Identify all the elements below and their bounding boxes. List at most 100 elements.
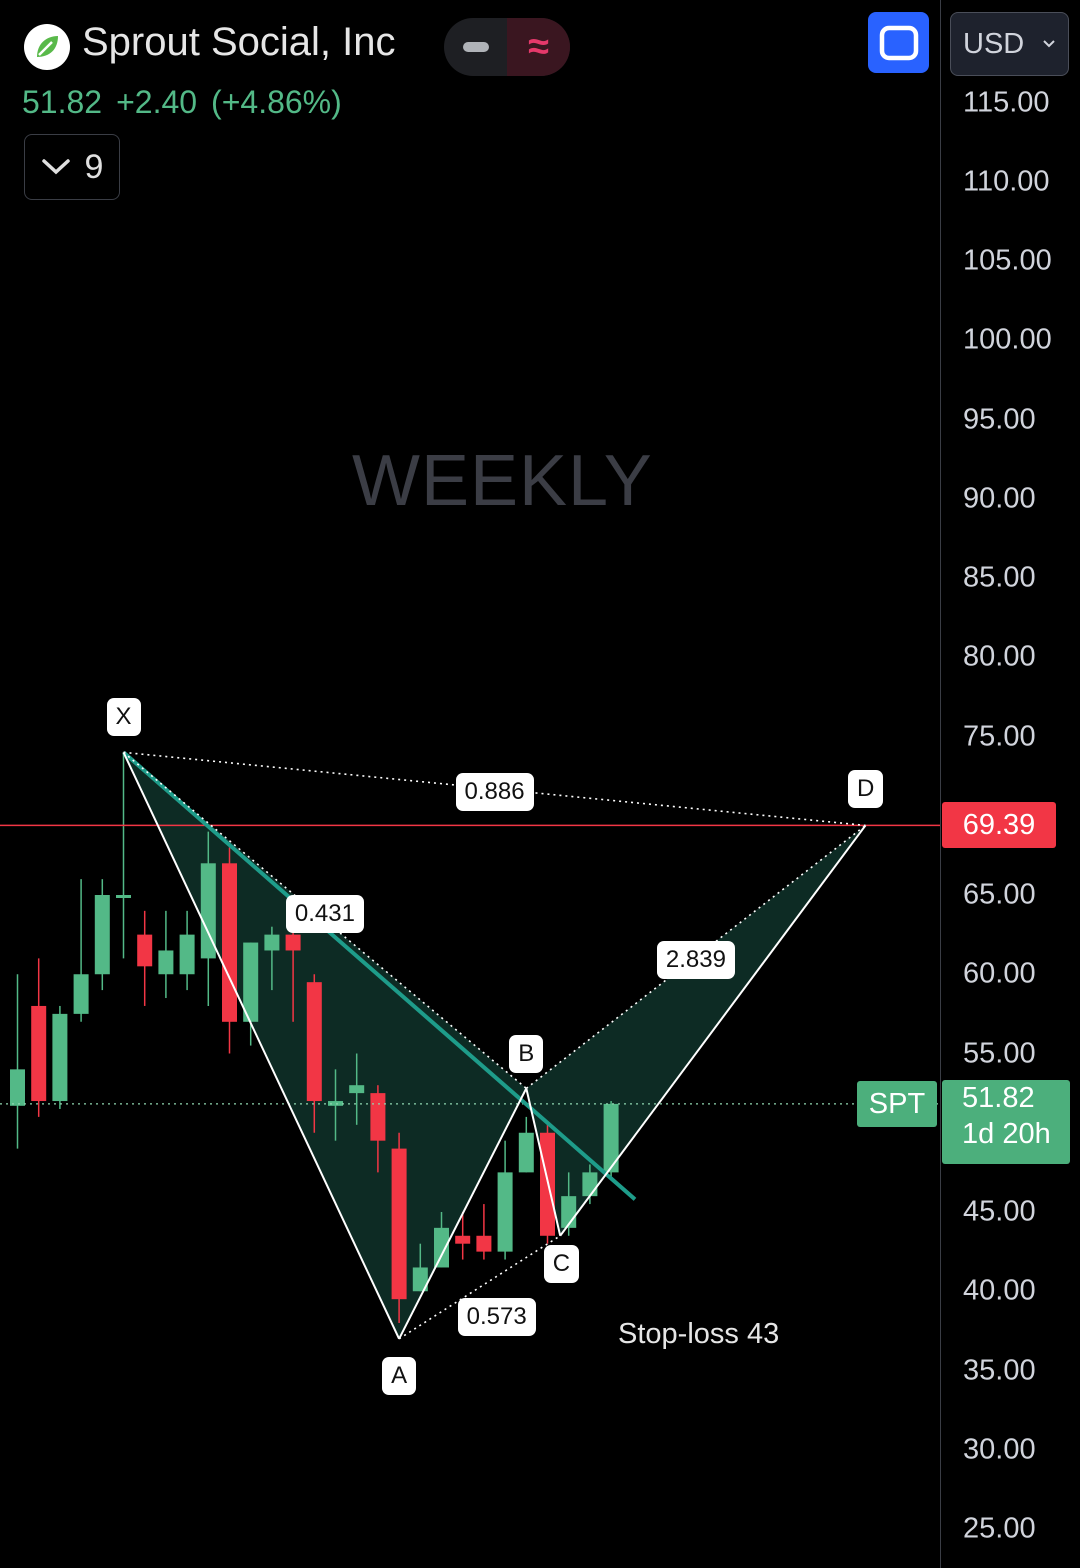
candle-body: [158, 950, 174, 975]
candle-body: [497, 1172, 513, 1252]
pattern-bcd-fill: [526, 825, 866, 1236]
candle: [179, 910, 195, 991]
currency-select[interactable]: USD: [950, 12, 1069, 76]
candle-body: [137, 934, 153, 967]
ratio-label-xd[interactable]: 0.886: [455, 772, 534, 811]
candle: [116, 752, 131, 959]
candle-body: [434, 1227, 449, 1268]
candle-body: [243, 942, 259, 1022]
price-tick-label: 55.00: [963, 1037, 1036, 1069]
price-tick-label: 90.00: [963, 482, 1036, 515]
candle: [518, 1116, 534, 1173]
company-name: Sprout Social, Inc: [82, 20, 396, 64]
price-chart[interactable]: [0, 0, 940, 1568]
pattern-leg-xa: [122, 751, 401, 1340]
trendline: [122, 750, 637, 1201]
price-tick-label: 75.00: [963, 720, 1036, 752]
candle-body: [328, 1101, 343, 1106]
candle: [306, 974, 322, 1133]
candle-body: [285, 934, 301, 951]
price-change-percent: (+4.86%): [211, 84, 342, 120]
candle: [497, 1140, 513, 1260]
ratio-label-ac[interactable]: 0.573: [457, 1298, 536, 1337]
candle-body: [306, 982, 322, 1102]
candlesticks: [10, 752, 619, 1323]
price-tick-label: 110.00: [963, 165, 1050, 198]
candle: [222, 847, 237, 1054]
stop-loss-note: Stop-loss 43: [618, 1318, 780, 1350]
pattern-leg-ab: [398, 1087, 528, 1340]
price-tick-label: 60.00: [963, 957, 1036, 990]
fullscreen-icon: [879, 25, 918, 60]
candle-body: [179, 934, 195, 975]
candle-body: [10, 1069, 25, 1106]
ratio-label-bd[interactable]: 2.839: [656, 940, 735, 979]
candle-body: [200, 863, 216, 959]
candle-body: [518, 1132, 534, 1173]
approx-icon[interactable]: ≈: [507, 18, 570, 76]
candle: [243, 942, 259, 1046]
price-tick-label: 115.00: [963, 86, 1050, 118]
sprout-leaf-icon: [24, 24, 70, 70]
candle-body: [391, 1148, 407, 1300]
price-tick-label: 40.00: [963, 1274, 1036, 1307]
point-label-d[interactable]: D: [848, 770, 884, 809]
harmonic-pattern: [123, 752, 866, 1339]
price-tick-label: 85.00: [963, 561, 1036, 594]
candle: [52, 1005, 68, 1109]
candle: [328, 1069, 343, 1141]
candle: [455, 1212, 471, 1260]
candle-body: [476, 1235, 492, 1252]
price-tick-label: 30.00: [963, 1433, 1036, 1466]
price-tick-label: 100.00: [963, 323, 1052, 356]
candle: [94, 879, 110, 991]
candle: [31, 958, 47, 1117]
candle-body: [370, 1093, 386, 1141]
point-label-a[interactable]: A: [382, 1356, 417, 1395]
collapse-indicators-button[interactable]: 9: [24, 134, 120, 200]
pattern-xab-fill: [123, 752, 527, 1339]
price-tick-label: 95.00: [963, 403, 1036, 435]
chart-mode-toggle[interactable]: ≈: [444, 18, 570, 76]
point-label-x[interactable]: X: [106, 698, 141, 737]
candle: [476, 1204, 492, 1260]
price-tick-label: 35.00: [963, 1354, 1036, 1386]
currency-value: USD: [963, 27, 1025, 60]
chevron-down-icon: [1043, 40, 1055, 48]
candle: [200, 831, 216, 1006]
candle-body: [94, 895, 110, 975]
last-price: 51.82: [22, 84, 103, 120]
candle-body: [349, 1085, 365, 1094]
price-tick-label: 80.00: [963, 640, 1036, 673]
symbol-label: SPT: [857, 1081, 937, 1127]
candle: [412, 1243, 428, 1292]
last-price-value: 51.82: [962, 1082, 1035, 1114]
candle: [137, 910, 153, 1006]
price-row: 51.82 +2.40 (+4.86%): [22, 84, 356, 121]
ratio-label-xb[interactable]: 0.431: [285, 895, 364, 934]
candle-body: [31, 1005, 47, 1102]
candle: [10, 974, 25, 1149]
price-tick-label: 105.00: [963, 244, 1052, 277]
interval-watermark: WEEKLY: [352, 441, 653, 521]
point-label-c[interactable]: C: [543, 1244, 580, 1283]
price-axis[interactable]: 115.00 110.00 105.00 100.00 95.00 90.00 85.00 8…: [940, 0, 1080, 1568]
price-tick-label: 45.00: [963, 1195, 1036, 1228]
price-tick-label: 25.00: [963, 1512, 1036, 1545]
candle-body: [52, 1013, 68, 1102]
chevron-down-icon: [41, 159, 70, 175]
candle-body: [455, 1235, 471, 1244]
ratio-line-ac: [398, 1235, 561, 1340]
indicator-count: 9: [84, 147, 104, 186]
candle: [391, 1132, 407, 1323]
candle-body: [73, 974, 89, 1014]
point-label-b[interactable]: B: [509, 1035, 544, 1074]
pattern-leg-cd: [559, 824, 867, 1237]
candle: [370, 1085, 386, 1173]
candle-body: [582, 1172, 598, 1197]
minus-icon[interactable]: [444, 18, 507, 76]
fullscreen-button[interactable]: [868, 12, 929, 73]
candle: [73, 879, 89, 1022]
candle: [264, 926, 280, 991]
candle-body: [603, 1103, 619, 1173]
